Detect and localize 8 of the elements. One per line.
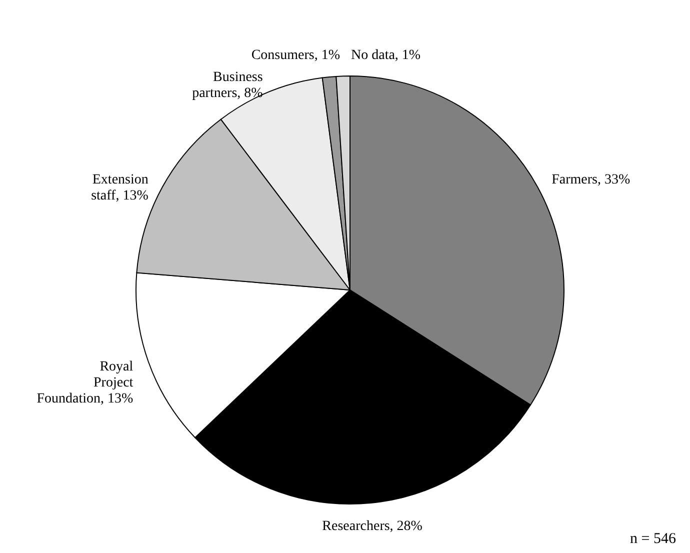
slice-label: Business partners, 8%: [192, 70, 264, 102]
slice-label: Extension staff, 13%: [91, 172, 149, 204]
slice-label: Researchers, 28%: [322, 518, 423, 534]
slice-label: Farmers, 33%: [552, 172, 630, 188]
slice-label: No data, 1%: [351, 48, 421, 63]
text: n = 546: [630, 531, 676, 547]
slice-label: Royal Project Foundation, 13%: [36, 360, 134, 407]
slice-label: Consumers, 1%: [251, 48, 340, 63]
